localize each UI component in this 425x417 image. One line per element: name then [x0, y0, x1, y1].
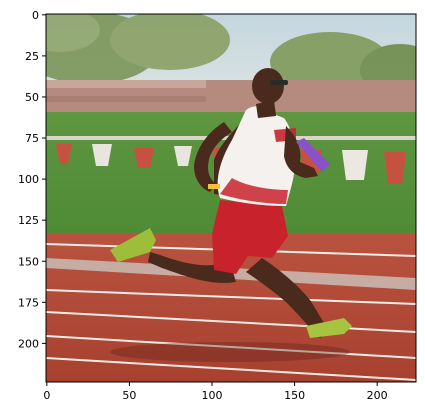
axes-frame [45, 13, 417, 383]
photo [46, 14, 416, 382]
x-tick-label: 0 [43, 389, 50, 402]
y-tick-label: 175 [18, 296, 39, 309]
baton [296, 138, 330, 172]
y-tick-label: 100 [18, 173, 39, 186]
runner-shadow [110, 342, 350, 362]
runner [110, 68, 352, 338]
sunglasses [270, 80, 288, 85]
front-shoe [306, 318, 352, 338]
shorts [212, 200, 288, 274]
y-tick-label: 125 [18, 214, 39, 227]
x-tick-label: 200 [367, 389, 388, 402]
y-tick-label: 150 [18, 255, 39, 268]
y-tick-label: 200 [18, 337, 39, 350]
y-axis: 0 25 50 75 100 125 150 175 200 [18, 9, 46, 350]
y-tick-label: 75 [25, 132, 39, 145]
y-tick-label: 50 [25, 91, 39, 104]
x-tick-label: 50 [122, 389, 136, 402]
rear-shoe [110, 228, 156, 262]
x-tick-label: 150 [284, 389, 305, 402]
runner-head [252, 68, 284, 104]
x-tick-label: 100 [202, 389, 223, 402]
y-tick-label: 25 [25, 50, 39, 63]
lane-lines [46, 243, 416, 381]
y-tick-label: 0 [32, 9, 39, 22]
wristband [208, 184, 220, 189]
trees [46, 14, 416, 96]
x-axis: 0 50 100 150 200 [43, 382, 388, 402]
